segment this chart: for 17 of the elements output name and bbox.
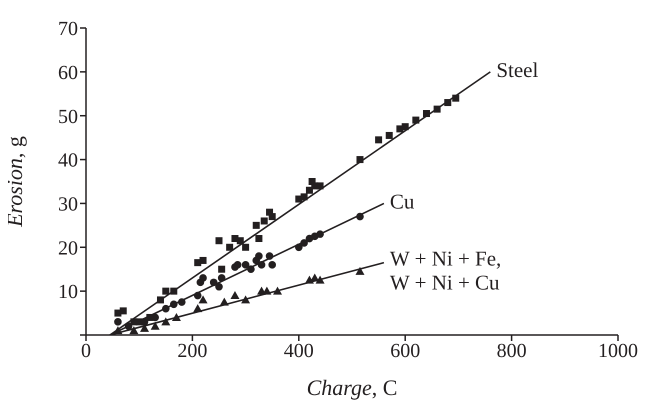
x-axis-title: Charge, C — [306, 375, 398, 400]
x-tick-label: 600 — [390, 340, 420, 362]
x-tick-label: 0 — [81, 340, 91, 362]
series-label: Steel — [496, 58, 538, 82]
y-tick-label: 50 — [58, 106, 78, 128]
y-tick-label: 10 — [58, 281, 78, 304]
series-label: Cu — [390, 189, 415, 214]
y-tick-label: 30 — [58, 194, 78, 216]
y-tick-label: 60 — [58, 62, 78, 84]
y-tick-label: 70 — [58, 18, 78, 40]
y-tick-label: 40 — [58, 150, 78, 172]
x-tick-label: 1000 — [598, 340, 638, 362]
series-label: W + Ni + Fe, W + Ni + Cu — [390, 246, 502, 294]
y-tick-label: 20 — [58, 237, 78, 260]
x-tick-label: 200 — [177, 340, 208, 362]
x-tick-label: 400 — [284, 340, 314, 362]
x-tick-label: 800 — [496, 340, 527, 362]
